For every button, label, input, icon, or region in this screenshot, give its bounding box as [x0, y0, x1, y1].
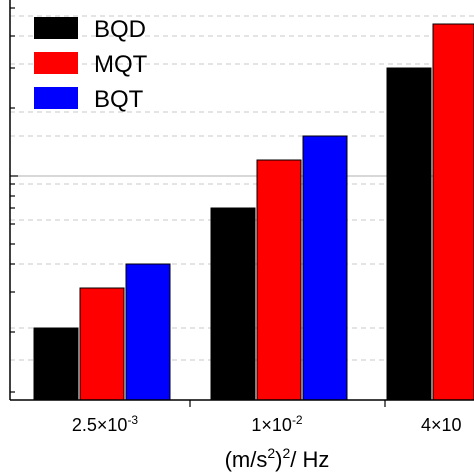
x-axis-label: (m/s2)2/ Hz: [225, 445, 330, 472]
x-ticks: [189, 400, 386, 407]
bars: [33, 23, 474, 401]
legend-swatch-mqt: [34, 52, 78, 74]
y-ticks: [10, 7, 18, 393]
bar-mqt-1: [256, 159, 302, 401]
bar-bqd-2: [386, 67, 432, 401]
legend-label-mqt: MQT: [94, 51, 148, 78]
bar-bqt-0: [125, 263, 171, 401]
legend-label-bqt: BQT: [94, 86, 144, 113]
x-tick-label-2: 4×10: [421, 415, 462, 435]
x-tick-label-0: 2.5×10-3: [72, 413, 139, 435]
bar-bqt-1: [302, 135, 348, 401]
legend-swatch-bqd: [34, 17, 78, 39]
legend-label-bqd: BQD: [94, 16, 146, 43]
bar-bqd-1: [210, 207, 256, 401]
legend: BQD MQT BQT: [34, 16, 148, 113]
bar-mqt-0: [79, 287, 125, 401]
x-tick-label-1: 1×10-2: [251, 413, 303, 435]
legend-swatch-bqt: [34, 87, 78, 109]
axes: [9, 0, 474, 401]
bar-mqt-2: [432, 23, 474, 401]
bar-bqd-0: [33, 327, 79, 401]
